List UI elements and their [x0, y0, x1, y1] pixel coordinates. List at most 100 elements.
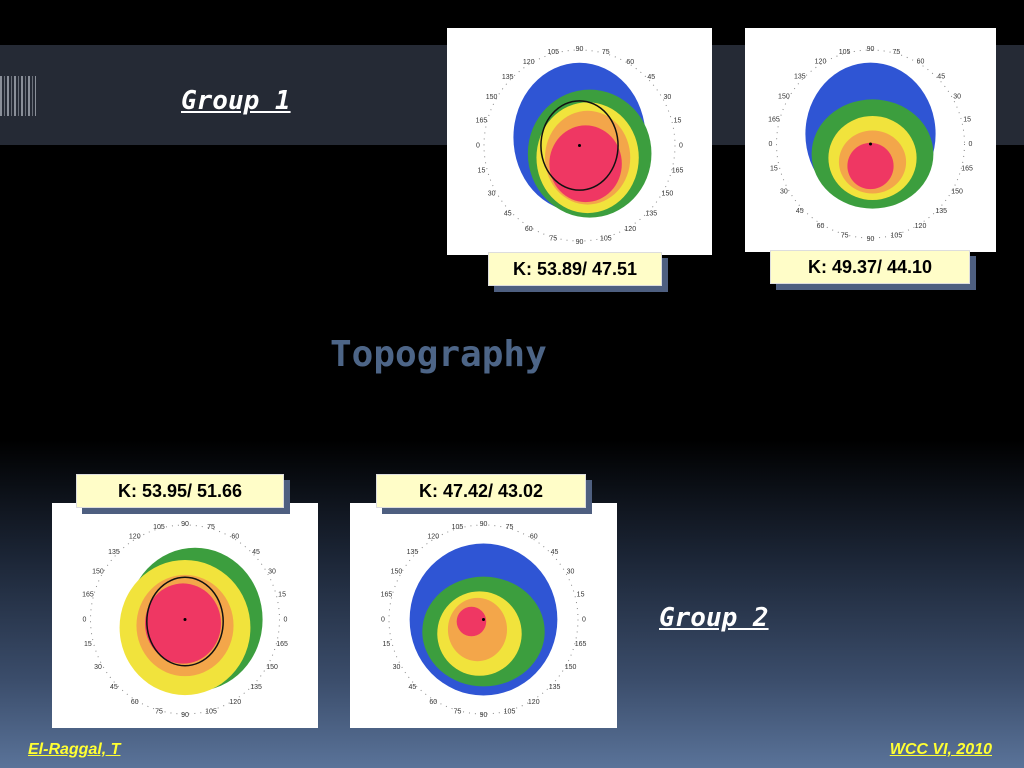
angle-label: 150: [486, 94, 498, 101]
topography-map: 0 15 30 45 60 75 90 105 120 135 150 165 0 15 30 45 60 75 9…: [350, 503, 617, 728]
angle-label: 165: [276, 641, 288, 648]
group-label: Group 2: [659, 603, 769, 633]
angle-label: 75: [602, 49, 610, 56]
angle-label: 90: [867, 236, 875, 243]
angle-label: 150: [565, 664, 577, 671]
angle-label: 15: [84, 641, 92, 648]
angle-label: 165: [476, 117, 488, 124]
angle-label: 30: [664, 94, 672, 101]
angle-label: 0: [769, 141, 773, 148]
map-region: [145, 583, 221, 664]
angle-label: 90: [867, 46, 875, 53]
angle-label: 15: [963, 116, 971, 123]
map-region: [456, 606, 487, 637]
angle-label: 90: [576, 46, 584, 53]
angle-label: 165: [575, 641, 587, 648]
angle-label: 60: [231, 534, 239, 541]
angle-label: 150: [92, 569, 104, 576]
map-scale: [388, 524, 579, 715]
angle-label: 45: [551, 549, 559, 556]
angle-label: 90: [480, 521, 488, 528]
angle-label: 90: [181, 521, 189, 528]
pupil-outline: [146, 576, 224, 667]
angle-label: 150: [391, 569, 403, 576]
angle-label: 75: [549, 235, 557, 242]
center-mark: [869, 142, 872, 146]
slide-title: Topography: [330, 334, 547, 375]
pupil-outline: [540, 100, 619, 191]
angle-label: 150: [951, 188, 963, 195]
angle-label: 165: [961, 165, 973, 172]
angle-label: 45: [252, 549, 260, 556]
angle-label: 30: [268, 569, 276, 576]
map-region: [549, 125, 622, 203]
angle-label: 0: [476, 142, 480, 149]
angle-label: 75: [841, 233, 849, 240]
angle-label: 75: [454, 709, 462, 716]
angle-label: 135: [794, 74, 806, 81]
angle-label: 105: [504, 709, 516, 716]
angle-label: 0: [381, 616, 385, 623]
angle-label: 60: [626, 59, 634, 66]
angle-label: 105: [600, 235, 612, 242]
angle-label: 90: [181, 712, 189, 719]
angle-label: 150: [778, 93, 790, 100]
angle-label: 60: [131, 699, 139, 706]
angle-label: 30: [567, 569, 575, 576]
angle-label: 60: [917, 59, 925, 66]
map-region: [847, 142, 894, 190]
angle-label: 105: [547, 49, 559, 56]
angle-label: 0: [284, 616, 288, 623]
center-mark: [183, 618, 187, 621]
angle-label: 60: [817, 223, 825, 230]
angle-label: 75: [506, 524, 514, 531]
footer-conference: WCC VI, 2010: [889, 741, 992, 758]
angle-label: 165: [381, 592, 393, 599]
angle-label: 15: [478, 167, 486, 174]
angle-label: 60: [525, 226, 533, 233]
angle-label: 30: [780, 188, 788, 195]
angle-label: 45: [110, 684, 118, 691]
angle-label: 0: [679, 142, 683, 149]
k-value-label: K: 47.42/ 43.02: [376, 474, 586, 508]
angle-label: 165: [82, 592, 94, 599]
angle-label: 120: [528, 699, 540, 706]
angle-label: 120: [427, 534, 439, 541]
angle-label: 15: [383, 641, 391, 648]
angle-label: 120: [915, 223, 927, 230]
angle-label: 165: [672, 167, 684, 174]
angle-label: 165: [768, 116, 780, 123]
angle-label: 120: [523, 59, 535, 66]
angle-label: 30: [393, 664, 401, 671]
angle-label: 135: [108, 549, 120, 556]
angle-label: 75: [207, 524, 215, 531]
angle-label: 60: [429, 699, 437, 706]
angle-label: 75: [892, 49, 900, 56]
angle-label: 105: [891, 233, 903, 240]
topography-map: 0 15 30 45 60 75 90 105 120 135 150 165 0 15 30 45 60 75 9…: [745, 28, 996, 252]
k-value-label: K: 53.95/ 51.66: [76, 474, 284, 508]
k-value-label: K: 53.89/ 47.51: [488, 252, 662, 286]
angle-label: 135: [549, 684, 561, 691]
footer-author: El-Raggal, T: [28, 741, 121, 758]
angle-label: 135: [250, 684, 262, 691]
angle-label: 15: [577, 592, 585, 599]
angle-label: 120: [229, 699, 241, 706]
angle-label: 120: [815, 59, 827, 66]
angle-label: 90: [480, 712, 488, 719]
angle-label: 105: [205, 709, 217, 716]
angle-label: 105: [452, 524, 464, 531]
angle-label: 30: [953, 93, 961, 100]
decoration: [0, 76, 36, 116]
topography-map: 0 15 30 45 60 75 90 105 120 135 150 165 0 15 30 45 60 75 9…: [52, 503, 318, 728]
angle-label: 135: [502, 74, 514, 81]
angle-label: 150: [662, 191, 674, 198]
angle-label: 45: [937, 74, 945, 81]
topography-map: 0 15 30 45 60 75 90 105 120 135 150 165 0 15 30 45 60 75 9…: [447, 28, 712, 255]
angle-label: 90: [576, 239, 584, 246]
angle-label: 15: [674, 117, 682, 124]
angle-label: 15: [278, 592, 286, 599]
angle-label: 105: [839, 49, 851, 56]
center-mark: [482, 618, 485, 621]
angle-label: 30: [94, 664, 102, 671]
